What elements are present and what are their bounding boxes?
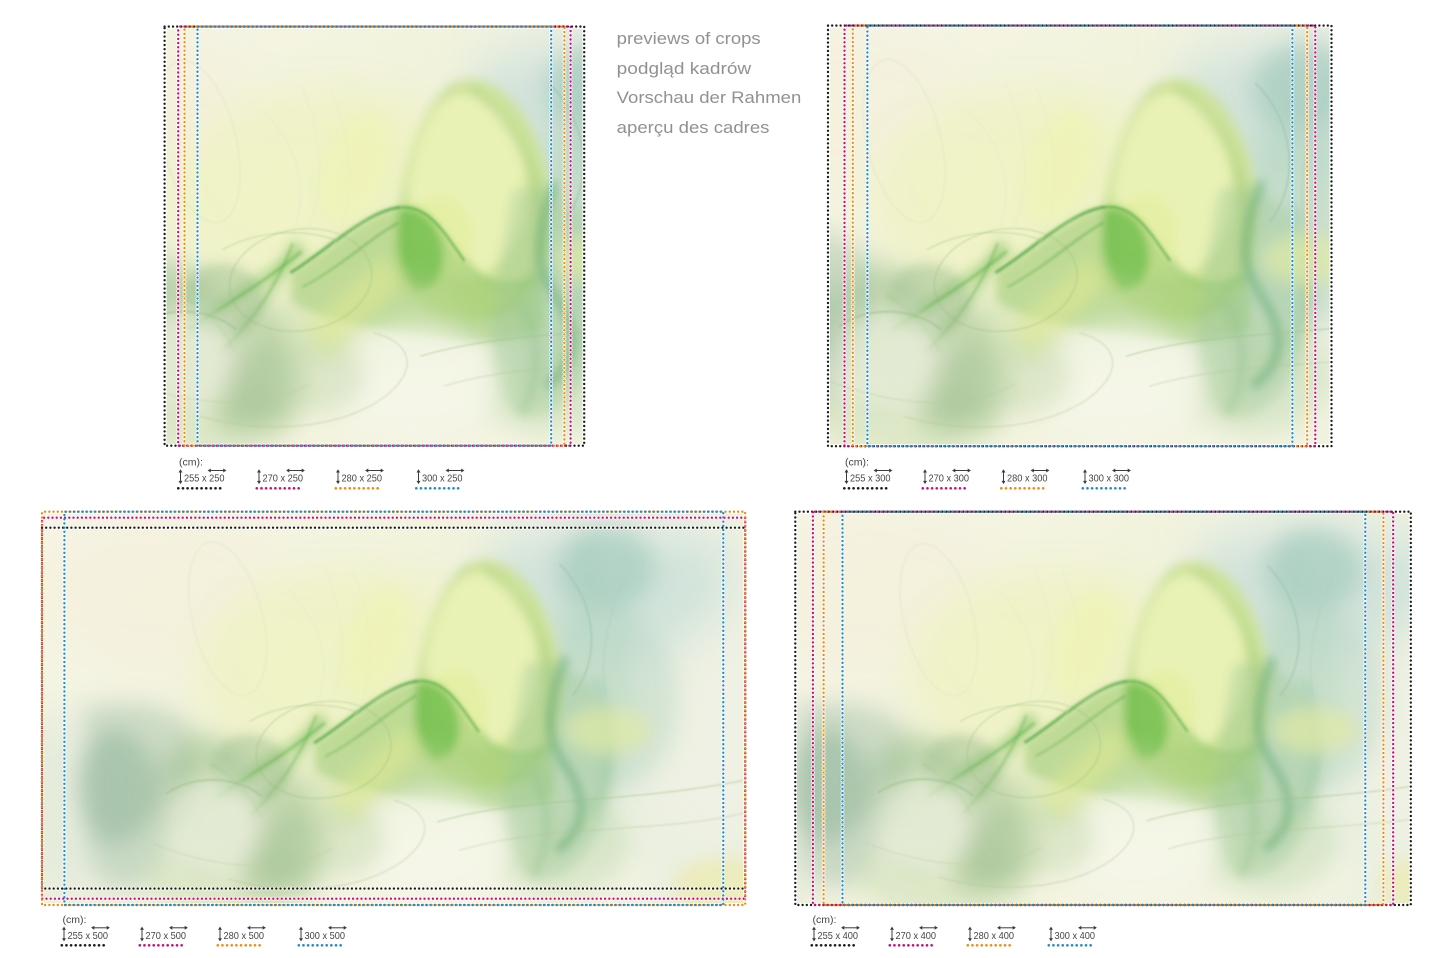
svg-text:270 x 400: 270 x 400: [896, 930, 937, 942]
svg-text:270 x 500: 270 x 500: [146, 930, 187, 942]
svg-text:(cm):: (cm):: [63, 914, 87, 926]
svg-text:300 x 400: 300 x 400: [1055, 930, 1096, 942]
svg-text:270 x 300: 270 x 300: [929, 473, 970, 485]
svg-text:300 x 500: 300 x 500: [305, 930, 346, 942]
svg-text:300 x 250: 300 x 250: [422, 473, 463, 485]
svg-text:(cm):: (cm):: [845, 457, 869, 469]
svg-text:podgląd kadrów: podgląd kadrów: [617, 59, 752, 78]
svg-text:previews of crops: previews of crops: [617, 29, 761, 48]
svg-text:280 x 300: 280 x 300: [1007, 473, 1048, 485]
svg-text:255 x 500: 255 x 500: [68, 930, 109, 942]
svg-text:255 x 300: 255 x 300: [850, 473, 891, 485]
svg-text:(cm):: (cm):: [179, 457, 203, 469]
svg-text:255 x 250: 255 x 250: [184, 473, 225, 485]
svg-text:280 x 400: 280 x 400: [974, 930, 1015, 942]
svg-text:300 x 300: 300 x 300: [1089, 473, 1130, 485]
svg-text:280 x 500: 280 x 500: [224, 930, 265, 942]
svg-text:Vorschau der Rahmen: Vorschau der Rahmen: [617, 88, 802, 107]
svg-text:aperçu des cadres: aperçu des cadres: [617, 118, 770, 137]
svg-text:255 x 400: 255 x 400: [818, 930, 859, 942]
svg-text:280 x 250: 280 x 250: [342, 473, 383, 485]
svg-text:270 x 250: 270 x 250: [263, 473, 304, 485]
svg-text:(cm):: (cm):: [813, 914, 837, 926]
